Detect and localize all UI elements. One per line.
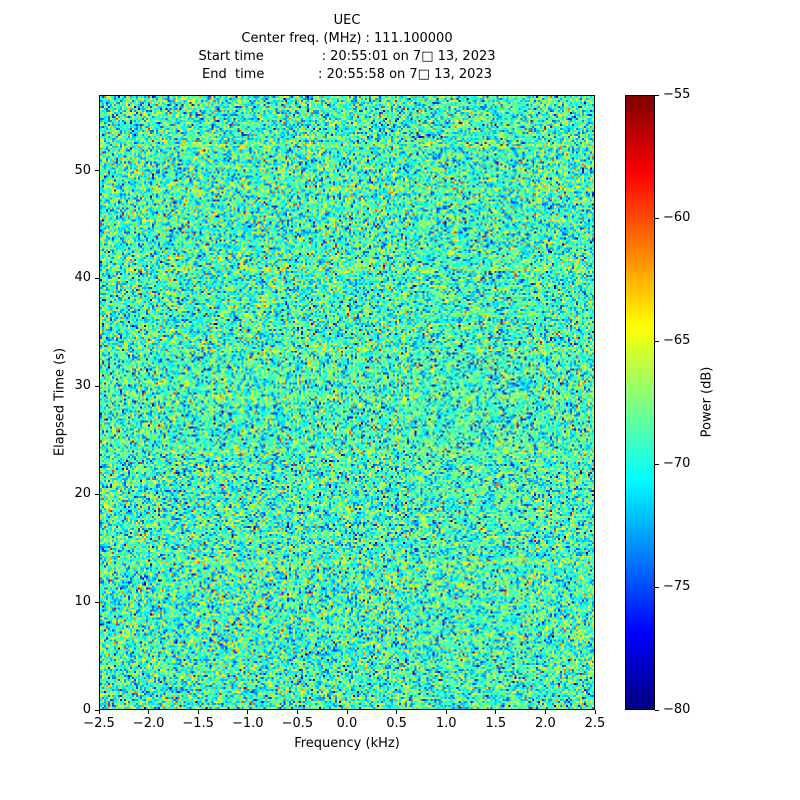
colorbar-tick-mark [655,586,659,588]
colorbar-tick-label: −75 [663,579,691,594]
center-freq-line: Center freq. (MHz) : 111.100000 [241,31,453,46]
x-tick-label: 0.0 [336,716,358,731]
x-tick-mark [346,710,348,714]
x-axis-label: Frequency (kHz) [294,736,400,751]
x-tick-label: −0.5 [281,716,314,731]
x-tick-label: 0.5 [386,716,407,731]
x-tick-mark [594,710,596,714]
colorbar-tick-label: −70 [663,456,691,471]
x-tick-mark [98,710,100,714]
x-tick-label: 1.0 [435,716,457,731]
colorbar-tick-label: −55 [663,87,691,102]
colorbar-tick-label: −80 [663,702,691,717]
y-tick-label: 50 [74,162,91,178]
colorbar-tick-mark [655,463,659,465]
x-tick-label: −2.0 [132,716,165,731]
y-axis-label: Elapsed Time (s) [52,347,68,457]
x-tick-mark [247,710,249,714]
x-tick-mark [445,710,447,714]
x-tick-label: −1.0 [232,716,264,731]
x-tick-label: 2.0 [535,716,556,731]
x-tick-label: −2.5 [83,716,115,731]
x-tick-mark [396,710,398,714]
y-tick-label: 0 [82,702,91,717]
colorbar-tick-label: −65 [663,333,691,348]
colorbar-tick-mark [655,340,659,342]
x-tick-mark [495,710,497,714]
colorbar-tick-label: −60 [663,210,691,225]
y-tick-label: 40 [74,270,91,286]
spectrogram-plot-area [99,95,595,710]
chart-title-block: UEC Center freq. (MHz) : 111.100000 Star… [99,12,595,84]
colorbar-tick-mark [655,217,659,219]
x-tick-mark [296,710,298,714]
x-tick-label: 2.5 [584,716,606,731]
colorbar-tick-mark [655,94,659,96]
x-tick-mark [148,710,150,714]
end-time-line: End time : 20:55:58 on 7□ 13, 2023 [202,67,492,82]
colorbar [625,95,655,710]
y-tick-label: 20 [74,486,91,502]
colorbar-gradient-image [626,96,654,709]
spectrogram-heatmap-image [100,96,594,709]
colorbar-tick-mark [655,709,659,711]
y-tick-label: 10 [74,594,91,610]
start-time-line: Start time : 20:55:01 on 7□ 13, 2023 [198,49,496,64]
x-tick-label: −1.5 [182,716,214,731]
x-tick-mark [197,710,199,714]
chart-title: UEC [333,13,361,28]
colorbar-label: Power (dB) [699,366,715,438]
x-tick-label: 1.5 [485,716,507,731]
x-tick-mark [544,710,546,714]
